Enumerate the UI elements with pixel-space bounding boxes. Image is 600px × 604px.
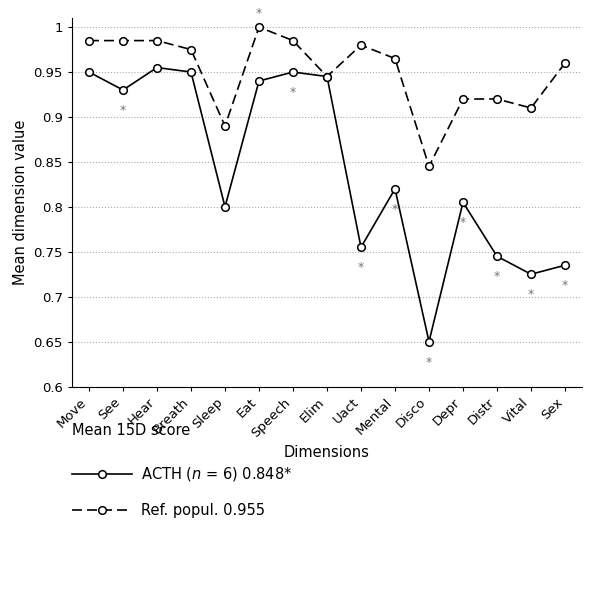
X-axis label: Dimensions: Dimensions <box>284 445 370 460</box>
Text: *: * <box>290 86 296 99</box>
Text: *: * <box>528 288 534 301</box>
Text: *: * <box>256 7 262 20</box>
Y-axis label: Mean dimension value: Mean dimension value <box>13 120 28 285</box>
Text: Ref. popul. 0.955: Ref. popul. 0.955 <box>141 503 265 518</box>
Text: *: * <box>460 216 466 230</box>
Text: *: * <box>392 203 398 216</box>
Text: *: * <box>358 261 364 274</box>
Text: Mean 15D score: Mean 15D score <box>72 423 190 438</box>
Text: *: * <box>562 279 568 292</box>
Text: *: * <box>120 104 126 117</box>
Text: ACTH ($n$ = 6) 0.848*: ACTH ($n$ = 6) 0.848* <box>141 465 292 483</box>
Text: *: * <box>494 270 500 283</box>
Text: *: * <box>426 356 432 368</box>
